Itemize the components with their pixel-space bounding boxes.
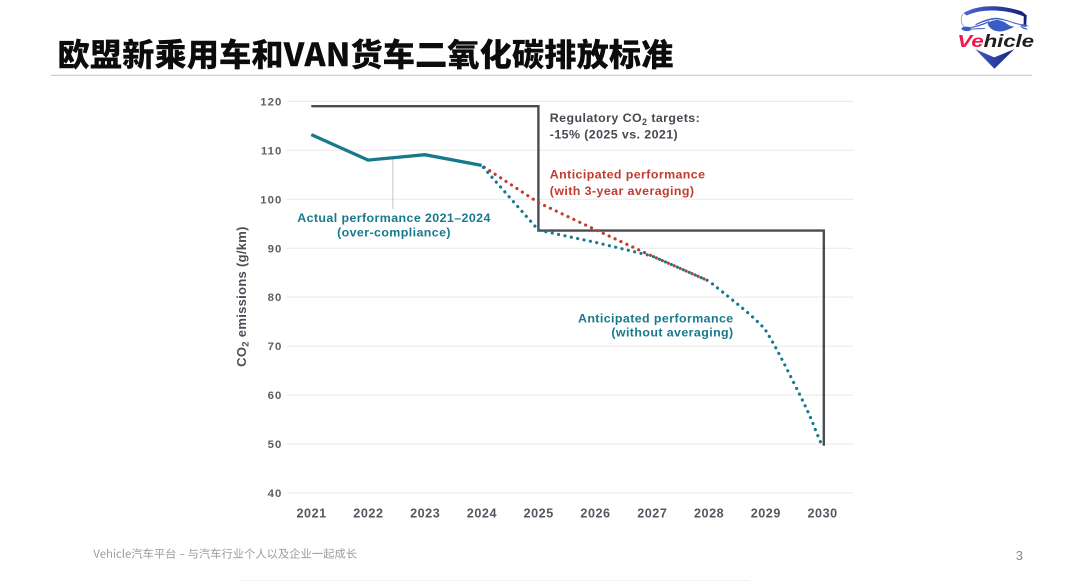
svg-text:(over-compliance): (over-compliance)	[337, 225, 451, 239]
svg-text:40: 40	[268, 488, 283, 500]
svg-text:2022: 2022	[353, 506, 383, 520]
svg-text:2030: 2030	[807, 506, 837, 520]
svg-text:80: 80	[268, 292, 283, 304]
svg-text:Regulatory CO2 targets:: Regulatory CO2 targets:	[550, 111, 700, 127]
svg-text:90: 90	[268, 243, 283, 255]
svg-text:120: 120	[260, 96, 282, 108]
svg-text:2023: 2023	[410, 506, 440, 520]
svg-text:2024: 2024	[467, 506, 497, 520]
svg-text:60: 60	[268, 390, 283, 402]
svg-text:2027: 2027	[637, 506, 667, 520]
svg-text:Actual performance 2021–2024: Actual performance 2021–2024	[297, 211, 491, 225]
svg-text:CO2 emissions (g/km): CO2 emissions (g/km)	[234, 226, 252, 367]
svg-text:2026: 2026	[580, 506, 610, 520]
svg-text:Vehicle: Vehicle	[957, 32, 1034, 51]
svg-text:2028: 2028	[694, 506, 724, 520]
svg-text:(with 3-year averaging): (with 3-year averaging)	[550, 184, 695, 198]
svg-text:2021: 2021	[296, 506, 326, 520]
svg-text:50: 50	[268, 439, 283, 451]
svg-text:70: 70	[268, 341, 283, 353]
svg-text:Anticipated performance: Anticipated performance	[550, 168, 706, 182]
svg-text:110: 110	[261, 145, 282, 157]
svg-text:100: 100	[260, 194, 282, 206]
svg-text:(without averaging): (without averaging)	[611, 326, 733, 340]
svg-text:2025: 2025	[524, 506, 554, 520]
svg-text:Anticipated performance: Anticipated performance	[578, 311, 734, 325]
svg-text:2029: 2029	[751, 506, 781, 520]
svg-text:-15% (2025 vs. 2021): -15% (2025 vs. 2021)	[550, 127, 678, 141]
svg-text:3: 3	[1016, 548, 1023, 563]
